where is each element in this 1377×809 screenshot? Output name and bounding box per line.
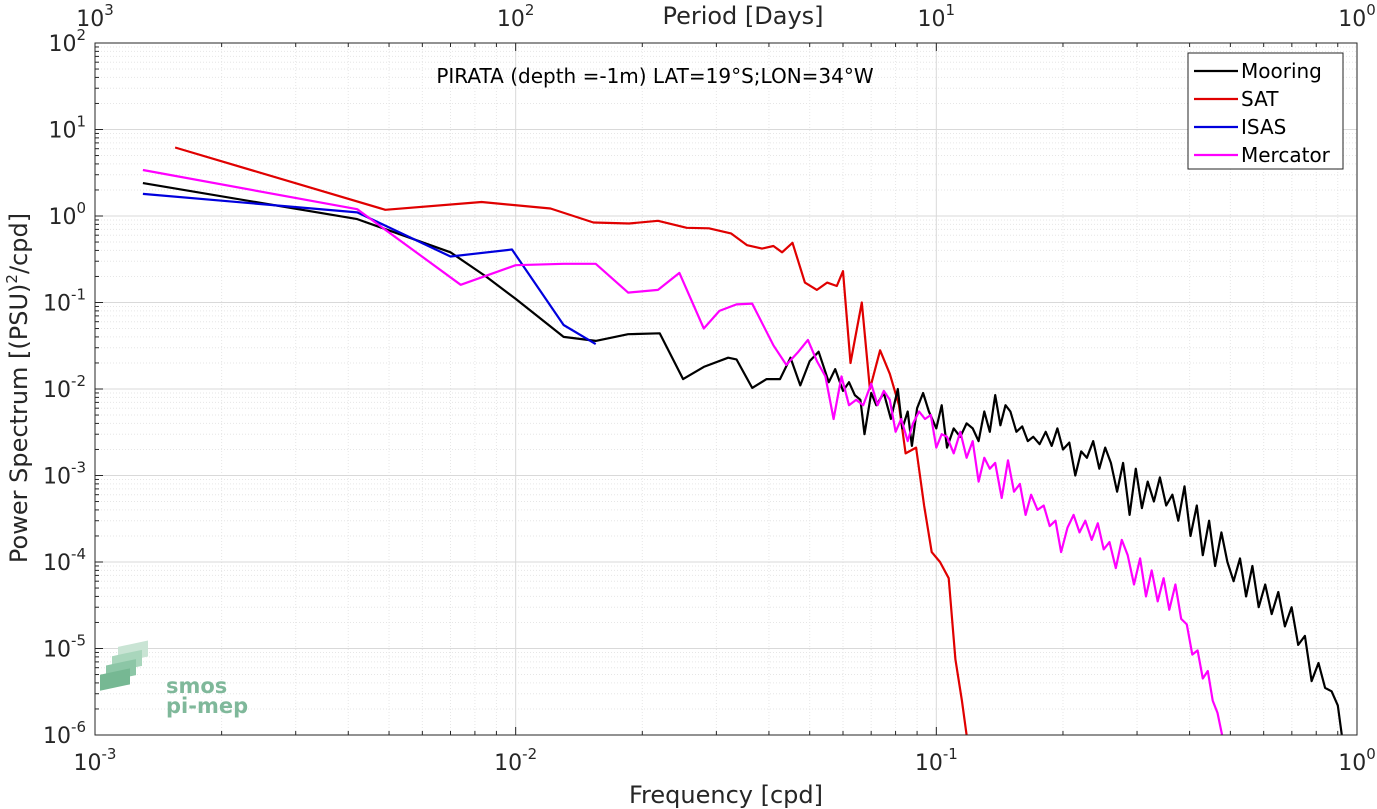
y-tick-label: 10-4 <box>43 545 86 576</box>
legend-label-mercator: Mercator <box>1241 143 1331 167</box>
y-tick-label: 101 <box>48 113 86 144</box>
legend-label-mooring: Mooring <box>1241 59 1322 83</box>
x-axis-title: Frequency [cpd] <box>629 781 823 809</box>
x-tick-label: 10-2 <box>494 745 537 776</box>
top-tick-label: 102 <box>497 1 535 32</box>
logo-text-smos: smos <box>166 674 227 698</box>
logo-stack-icon <box>100 640 148 691</box>
series-line-isas <box>142 192 597 346</box>
x-tick-label: 100 <box>1338 745 1376 776</box>
y-tick-label: 10-1 <box>43 286 86 317</box>
smos-pi-mep-logo: smos pi-mep <box>100 640 248 718</box>
logo-text-pi-mep: pi-mep <box>166 694 248 718</box>
top-tick-label: 101 <box>918 1 956 32</box>
y-tick-labels: 102 101 100 10-1 10-2 10-3 10-4 10-5 10-6 <box>43 26 86 749</box>
legend-label-sat: SAT <box>1241 87 1279 111</box>
y-tick-label: 10-2 <box>43 372 86 403</box>
y-axis-title: Power Spectrum [(PSU)2/cpd] <box>3 213 33 563</box>
x-tick-labels: 10-3 10-2 10-1 100 <box>74 745 1376 776</box>
y-tick-label: 10-5 <box>43 632 86 663</box>
series-line-mercator <box>142 168 1224 736</box>
top-axis-title: Period [Days] <box>662 2 823 30</box>
top-tick-label: 100 <box>1338 1 1376 32</box>
y-tick-label: 10-6 <box>43 718 86 749</box>
legend-box <box>1187 52 1344 170</box>
x-tick-label: 10-1 <box>915 745 958 776</box>
legend: Mooring SAT ISAS Mercator <box>1187 52 1344 170</box>
series-line-sat <box>174 146 968 736</box>
y-tick-label: 100 <box>48 199 86 230</box>
tick-marks <box>94 42 1358 736</box>
series-line-mooring <box>142 182 1343 736</box>
x-tick-label: 10-3 <box>74 745 117 776</box>
legend-label-isas: ISAS <box>1241 115 1286 139</box>
top-tick-labels: 103 102 101 100 <box>76 1 1376 32</box>
chart-title: PIRATA (depth =-1m) LAT=19°S;LON=34°W <box>436 64 874 88</box>
series-layer <box>142 146 1343 736</box>
top-tick-label: 103 <box>76 1 114 32</box>
y-tick-label: 102 <box>48 26 86 57</box>
y-tick-label: 10-3 <box>43 459 86 490</box>
